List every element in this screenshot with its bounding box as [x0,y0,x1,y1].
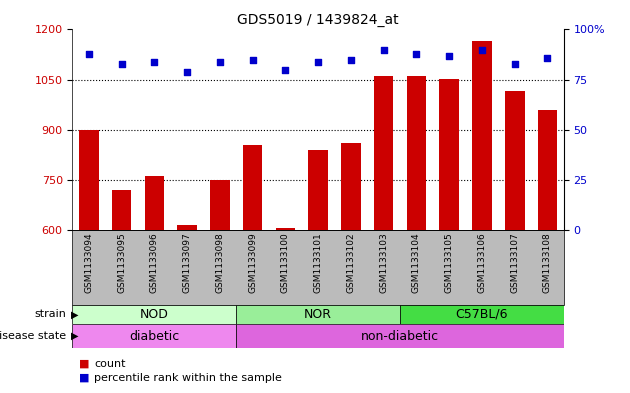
Text: ■: ■ [79,373,89,383]
Bar [308,150,328,230]
Text: ▶: ▶ [71,331,79,341]
Bar [505,91,525,230]
Point [280,66,290,73]
Point [117,61,127,67]
Point [149,59,159,65]
Point [411,50,421,57]
Text: strain: strain [34,309,66,320]
Bar [210,180,230,230]
Bar [72,305,236,324]
Bar [472,41,492,230]
Text: C57BL/6: C57BL/6 [455,308,508,321]
Text: NOR: NOR [304,308,332,321]
Point [248,56,258,62]
Text: count: count [94,358,126,369]
Point [215,59,225,65]
Text: NOD: NOD [140,308,169,321]
Point [444,52,454,59]
Point [182,68,192,75]
Bar [144,176,164,230]
Text: disease state: disease state [0,331,66,341]
Point [84,50,94,57]
Point [379,46,389,53]
Bar [112,190,132,230]
Bar [275,228,295,230]
Bar [439,79,459,230]
Bar [406,76,427,230]
Text: ■: ■ [79,358,89,369]
Bar [79,130,99,230]
Bar [236,305,400,324]
Bar [177,225,197,230]
Point [510,61,520,67]
Title: GDS5019 / 1439824_at: GDS5019 / 1439824_at [238,13,399,27]
Bar [236,324,564,348]
Text: non-diabetic: non-diabetic [361,329,439,343]
Bar [537,110,558,230]
Bar [243,145,263,230]
Text: percentile rank within the sample: percentile rank within the sample [94,373,282,383]
Text: diabetic: diabetic [129,329,180,343]
Point [313,59,323,65]
Point [477,46,487,53]
Point [346,56,356,62]
Bar [341,143,361,230]
Point [542,54,553,61]
Text: ▶: ▶ [71,309,79,320]
Bar [374,76,394,230]
Bar [72,324,236,348]
Bar [400,305,564,324]
